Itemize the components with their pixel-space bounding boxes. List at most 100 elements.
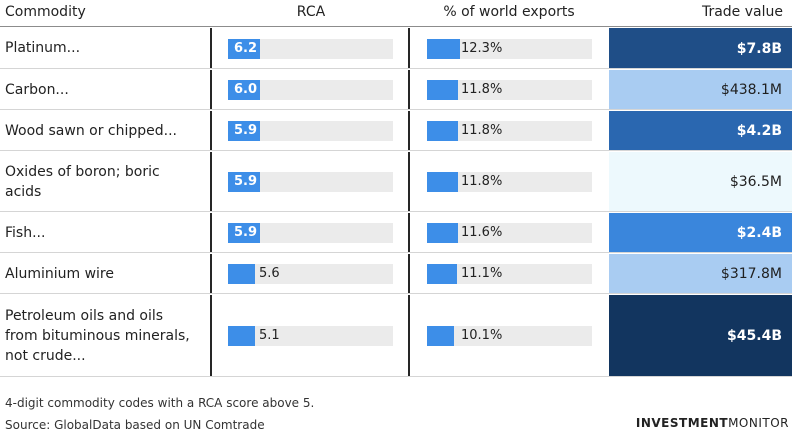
rca-value-label: 5.9	[234, 225, 258, 240]
rca-value-label: 5.6	[259, 266, 280, 281]
commodity-label: Aluminium wire	[5, 265, 114, 282]
trade-value-cell: $7.8B	[609, 28, 792, 69]
trade-value-label: $36.5M	[729, 174, 782, 190]
trade-value-label: $45.4B	[727, 328, 782, 344]
table-row: Carbon... 6.0 11.8% $438.1M	[0, 70, 792, 110]
pct-bar-track: 11.8%	[427, 121, 592, 141]
column-separator	[408, 28, 410, 69]
trade-value-cell: $36.5M	[609, 152, 792, 212]
rca-bar	[228, 80, 260, 100]
pct-bar	[427, 223, 458, 243]
column-separator	[210, 213, 212, 253]
brand-logo: INVESTMENTMONITOR	[636, 416, 789, 430]
column-separator	[210, 295, 212, 377]
pct-bar-track: 10.1%	[427, 326, 592, 346]
rca-bar-track: 6.0	[228, 80, 393, 100]
commodity-label: Fish...	[5, 224, 46, 241]
rca-value-label: 5.1	[259, 328, 280, 343]
commodity-label: Oxides of boron; boric acids	[5, 163, 160, 200]
column-separator	[210, 70, 212, 110]
row-divider	[0, 293, 792, 294]
pct-bar-track: 11.6%	[427, 223, 592, 243]
table-row: Fish... 5.9 11.6% $2.4B	[0, 213, 792, 253]
rca-bar-track: 5.9	[228, 223, 393, 243]
column-separator	[408, 152, 410, 212]
trade-value-cell: $45.4B	[609, 295, 792, 377]
table-row: Platinum... 6.2 12.3% $7.8B	[0, 28, 792, 69]
pct-bar-track: 11.8%	[427, 172, 592, 192]
trade-value-cell: $4.2B	[609, 111, 792, 151]
header-rca: RCA	[296, 4, 326, 20]
pct-value-label: 11.8%	[461, 123, 503, 138]
trade-value-cell: $317.8M	[609, 254, 792, 294]
rca-value-label: 6.2	[234, 41, 258, 56]
column-separator	[408, 70, 410, 110]
trade-value-label: $4.2B	[736, 123, 782, 139]
header-pct-world-exports: % of world exports	[443, 4, 575, 20]
header-trade-value: Trade value	[701, 4, 783, 20]
row-divider	[0, 211, 792, 212]
rca-bar	[228, 223, 260, 243]
table-row: Oxides of boron; boric acids 5.9 11.8% $36.…	[0, 152, 792, 212]
row-divider	[0, 376, 792, 377]
rca-bar-track: 5.6	[228, 264, 393, 284]
pct-value-label: 11.8%	[461, 174, 503, 189]
row-divider	[0, 150, 792, 151]
trade-value-cell: $438.1M	[609, 70, 792, 110]
pct-bar-track: 11.1%	[427, 264, 592, 284]
column-separator	[408, 111, 410, 151]
pct-value-label: 10.1%	[461, 328, 503, 343]
table-row: Petroleum oils and oils from bituminous …	[0, 295, 792, 377]
column-separator	[210, 111, 212, 151]
rca-value-label: 5.9	[234, 123, 258, 138]
column-separator	[210, 28, 212, 69]
table-row: Aluminium wire 5.6 11.1% $317.8M	[0, 254, 792, 294]
pct-bar	[427, 121, 458, 141]
table-row: Wood sawn or chipped... 5.9 11.8% $4.2B	[0, 111, 792, 151]
rca-bar-track: 6.2	[228, 39, 393, 59]
pct-bar-track: 11.8%	[427, 80, 592, 100]
rca-bar	[228, 264, 255, 284]
pct-value-label: 11.8%	[461, 82, 503, 97]
rca-bar	[228, 39, 260, 59]
column-separator	[408, 254, 410, 294]
column-separator	[408, 295, 410, 377]
rca-bar-track: 5.1	[228, 326, 393, 346]
pct-bar	[427, 264, 457, 284]
commodity-label: Wood sawn or chipped...	[5, 122, 177, 139]
trade-value-cell: $2.4B	[609, 213, 792, 253]
header-commodity: Commodity	[5, 4, 86, 20]
trade-value-label: $317.8M	[720, 266, 782, 282]
brand-word-2: MONITOR	[728, 416, 789, 430]
commodity-label: Platinum...	[5, 40, 81, 56]
pct-bar	[427, 326, 454, 346]
row-divider	[0, 68, 792, 69]
commodity-label: Carbon...	[5, 81, 69, 98]
pct-value-label: 12.3%	[461, 41, 503, 56]
rca-bar	[228, 121, 260, 141]
rca-bar	[228, 326, 255, 346]
footnote: 4-digit commodity codes with a RCA score…	[5, 396, 315, 410]
pct-bar	[427, 172, 458, 192]
pct-value-label: 11.1%	[461, 266, 503, 281]
rca-bar-track: 5.9	[228, 172, 393, 192]
pct-value-label: 11.6%	[461, 225, 503, 240]
row-divider	[0, 252, 792, 253]
column-separator	[210, 152, 212, 212]
row-divider	[0, 109, 792, 110]
commodity-label: Petroleum oils and oils from bituminous …	[5, 307, 190, 364]
trade-value-label: $7.8B	[736, 40, 782, 57]
pct-bar-track: 12.3%	[427, 39, 592, 59]
rca-value-label: 6.0	[234, 82, 258, 97]
column-separator	[408, 213, 410, 253]
header-divider	[0, 26, 792, 27]
pct-bar	[427, 80, 458, 100]
pct-bar	[427, 39, 460, 59]
rca-bar-track: 5.9	[228, 121, 393, 141]
brand-word-1: INVESTMENT	[635, 416, 729, 430]
trade-value-label: $2.4B	[736, 225, 782, 241]
rca-bar	[228, 172, 260, 192]
source-note: Source: GlobalData based on UN Comtrade	[5, 418, 265, 432]
column-separator	[210, 254, 212, 294]
trade-value-label: $438.1M	[720, 82, 782, 98]
